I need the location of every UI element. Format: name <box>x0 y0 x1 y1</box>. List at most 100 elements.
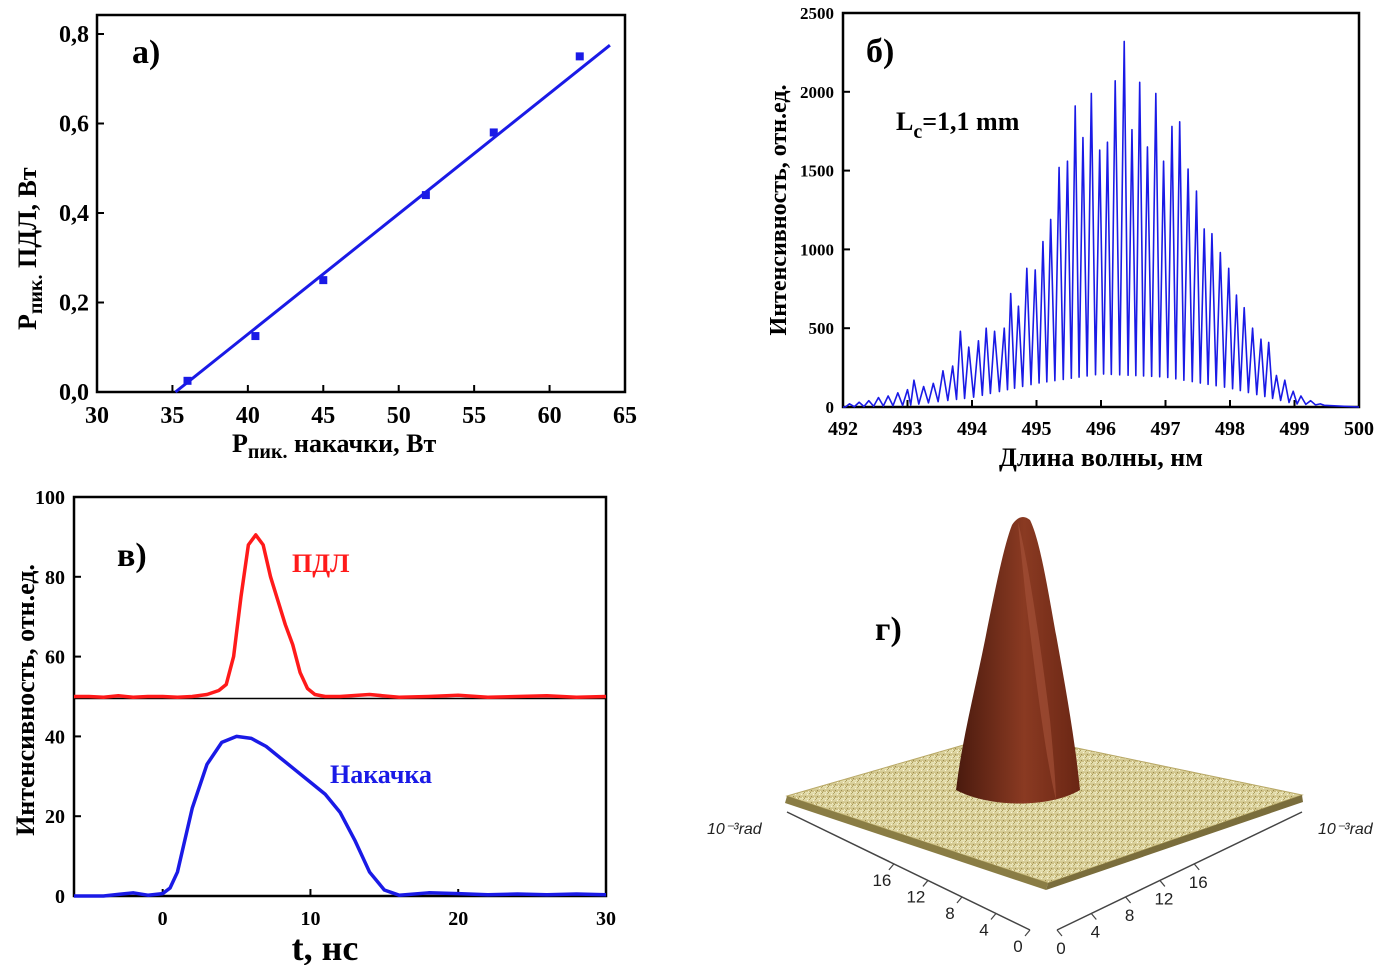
y-tick-label: 0,2 <box>59 291 89 317</box>
series-label-pdl: ПДЛ <box>292 549 349 578</box>
panel-label: г) <box>875 611 902 648</box>
spectrum-line <box>842 40 1360 408</box>
y-tick-label: 1500 <box>800 162 834 181</box>
right-axis-tick-label: 12 <box>1154 889 1173 908</box>
left-axis-tick-label: 0 <box>1013 937 1022 956</box>
x-tick-label: 65 <box>613 403 637 429</box>
annotation-coherence-length: Lc=1,1 mm <box>896 107 1020 143</box>
beam-peak <box>956 517 1080 804</box>
right-axis-line <box>1056 811 1303 931</box>
axis-ticks: 30 35 40 45 50 55 60 65 0,0 0,2 0,4 0,6 0,8 <box>59 22 637 429</box>
x-label-main: P <box>232 429 248 458</box>
y-tick-label: 0,4 <box>59 201 89 227</box>
chart-marks <box>74 533 607 898</box>
surface-floor-edge-left <box>785 796 1048 890</box>
x-tick-label: 30 <box>596 908 616 930</box>
beam-peak-highlight <box>1018 522 1056 800</box>
left-axis-unit: 10⁻³rad <box>707 821 763 838</box>
chart-marks <box>174 44 611 394</box>
left-axis-tick <box>990 913 997 920</box>
y-tick-label: 60 <box>45 647 65 669</box>
right-axis-unit: 10⁻³rad <box>1318 821 1374 838</box>
right-axis-tick-label: 0 <box>1056 939 1065 958</box>
y-tick-label: 0,0 <box>59 380 89 406</box>
left-axis-tick-label: 16 <box>872 871 891 890</box>
data-point <box>575 52 584 61</box>
x-tick-label: 10 <box>300 908 320 930</box>
x-tick-label: 495 <box>1022 418 1052 440</box>
right-axis-tick <box>1125 896 1132 904</box>
x-tick-label: 50 <box>387 403 411 429</box>
x-tick-label: 497 <box>1151 418 1181 440</box>
panel-a-scatter: 30 35 40 45 50 55 60 65 0,0 0,2 0,4 0,6 0,8 а) Pпик.… <box>13 13 637 463</box>
right-axis-tick-label: 4 <box>1091 922 1100 941</box>
x-tick-label: 498 <box>1215 418 1245 440</box>
x-tick-label: 500 <box>1344 418 1374 440</box>
data-point <box>251 332 260 341</box>
x-axis-label: t, нс <box>292 928 359 965</box>
x-tick-label: 35 <box>160 403 184 429</box>
x-label-sub: пик. <box>248 441 288 463</box>
panel-label: в) <box>117 537 147 574</box>
annotation-sub: c <box>913 121 922 143</box>
x-tick-label: 60 <box>538 403 562 429</box>
panel-label: а) <box>132 34 160 71</box>
annotation-rest: =1,1 mm <box>922 107 1019 136</box>
y-tick-label: 2000 <box>800 83 834 102</box>
y-tick-label: 20 <box>45 806 65 828</box>
x-axis-label: Pпик. накачки, Вт <box>232 429 436 463</box>
annotation-main: L <box>896 107 913 136</box>
x-tick-label: 0 <box>158 908 168 930</box>
x-tick-label: 30 <box>85 403 109 429</box>
x-tick-label: 55 <box>462 403 486 429</box>
y-label-sub: пик. <box>25 275 47 315</box>
left-axis-tick-label: 4 <box>979 920 988 939</box>
y-tick-label: 500 <box>809 319 835 338</box>
y-tick-label: 40 <box>45 726 65 748</box>
left-axis-tick-label: 12 <box>906 887 925 906</box>
data-point <box>489 128 498 137</box>
chart-marks <box>842 40 1360 408</box>
fit-line <box>174 44 611 394</box>
x-tick-label: 45 <box>311 403 335 429</box>
axis-ticks: 492 493 494 495 496 497 498 499 500 0 500 1000 1500 2… <box>800 4 1374 440</box>
right-axis-tick <box>1056 929 1063 937</box>
y-tick-label: 0 <box>55 886 65 908</box>
y-tick-label: 1000 <box>800 240 834 259</box>
left-axis-tick <box>1024 929 1031 937</box>
x-tick-label: 496 <box>1086 418 1116 440</box>
right-axis-tick-label: 16 <box>1189 873 1208 892</box>
x-label-rest: накачки, Вт <box>287 429 436 458</box>
data-point <box>421 191 430 200</box>
panel-c-pulses: 0 10 20 30 0 20 40 60 80 100 в) ПДЛ Накачка t, нс… <box>11 487 616 965</box>
y-label-rest: ПДЛ, Вт <box>13 167 42 274</box>
panel-b-spectrum: 492 493 494 495 496 497 498 499 500 0 500 1000 1500 2… <box>766 4 1374 472</box>
y-tick-label: 2500 <box>800 4 834 23</box>
x-tick-label: 20 <box>448 908 468 930</box>
left-axis-line <box>786 811 1031 931</box>
x-axis-label: Длина волны, нм <box>999 443 1203 472</box>
plot-frame <box>95 13 627 394</box>
left-axis-tick-label: 8 <box>945 904 954 923</box>
y-axis-label: Интенсивность, отн.ед. <box>11 564 40 836</box>
y-axis-label: Pпик. ПДЛ, Вт <box>13 167 47 330</box>
right-axis-tick-label: 8 <box>1125 906 1134 925</box>
x-tick-label: 499 <box>1280 418 1310 440</box>
surface-axis-ticks: 16 12 8 4 0 0 4 8 12 16 <box>872 863 1208 958</box>
left-axis-tick <box>888 863 895 871</box>
data-point <box>183 376 192 385</box>
panel-label: б) <box>866 33 894 70</box>
x-tick-label: 493 <box>893 418 923 440</box>
right-axis-tick <box>1193 863 1200 871</box>
x-tick-label: 492 <box>828 418 858 440</box>
y-tick-label: 0 <box>826 398 835 417</box>
data-point <box>319 276 328 285</box>
y-tick-label: 0,6 <box>59 112 89 138</box>
y-label-main: P <box>13 314 42 330</box>
series-line-pdl <box>74 533 607 700</box>
left-axis-tick <box>922 880 929 887</box>
series-label-pump: Накачка <box>330 760 432 789</box>
series-line-pump <box>74 734 607 898</box>
y-tick-label: 80 <box>45 567 65 589</box>
y-axis-label: Интенсивность, отн.ед. <box>766 85 792 336</box>
